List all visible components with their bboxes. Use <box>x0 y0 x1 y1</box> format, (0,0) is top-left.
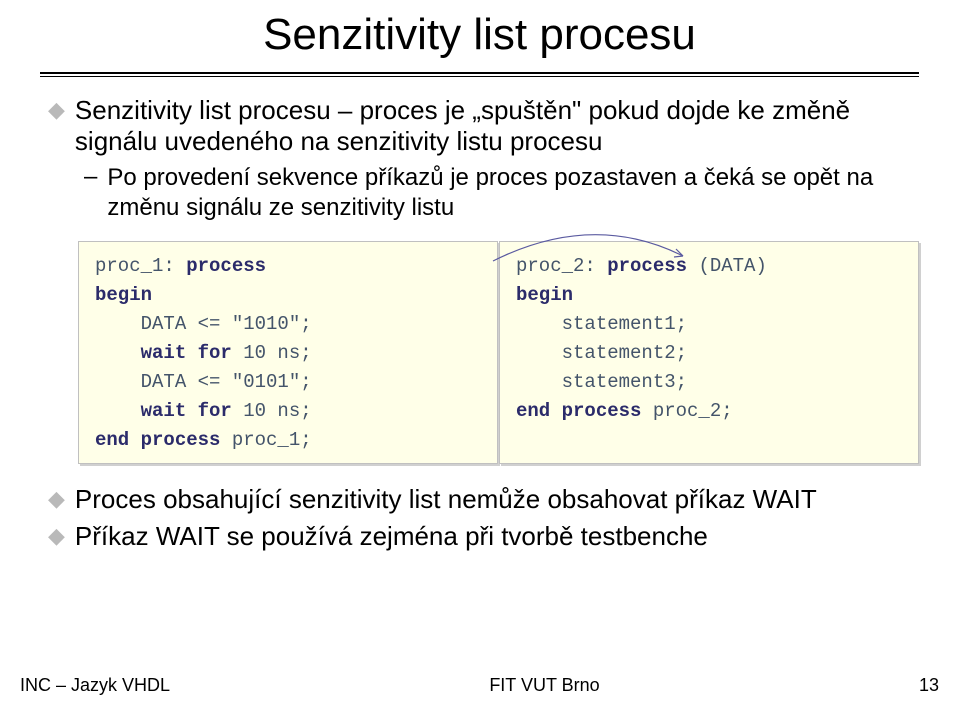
code1-l3: DATA <= "1010"; <box>95 310 481 339</box>
code-box-2: proc_2: process (DATA) begin statement1;… <box>499 241 919 464</box>
bullet-1-text: Senzitivity list procesu – proces je „sp… <box>75 95 919 157</box>
diamond-icon: ◆ <box>48 521 65 552</box>
code-box-1: proc_1: process begin DATA <= "1010"; wa… <box>78 241 498 464</box>
dash-icon: – <box>84 163 97 223</box>
code1-l6: wait for 10 ns; <box>95 397 481 426</box>
slide: Senzitivity list procesu ◆ Senzitivity l… <box>0 0 959 706</box>
code2-l3: statement1; <box>516 310 902 339</box>
code1-l2: begin <box>95 281 481 310</box>
code2-l1: proc_2: process (DATA) <box>516 252 902 281</box>
footer-center: FIT VUT Brno <box>489 675 599 696</box>
code1-l7: end process proc_1; <box>95 426 481 455</box>
bullet-1: ◆ Senzitivity list procesu – proces je „… <box>48 95 919 157</box>
footer-left: INC – Jazyk VHDL <box>20 675 170 696</box>
footer: INC – Jazyk VHDL FIT VUT Brno 13 <box>20 675 939 696</box>
title-underline <box>40 72 919 77</box>
code2-l6: end process proc_2; <box>516 397 902 426</box>
bullet-3: ◆ Příkaz WAIT se používá zejména při tvo… <box>48 521 919 552</box>
diamond-icon: ◆ <box>48 95 65 157</box>
code2-l2: begin <box>516 281 902 310</box>
code2-l4: statement2; <box>516 339 902 368</box>
bullet-1-sub-text: Po provedení sekvence příkazů je proces … <box>107 163 919 223</box>
bullet-2-text: Proces obsahující senzitivity list nemůž… <box>75 484 817 515</box>
code1-l1: proc_1: process <box>95 252 481 281</box>
bullet-list: ◆ Senzitivity list procesu – proces je „… <box>40 95 919 552</box>
footer-right: 13 <box>919 675 939 696</box>
code1-l5: DATA <= "0101"; <box>95 368 481 397</box>
code-row: proc_1: process begin DATA <= "1010"; wa… <box>78 241 919 464</box>
slide-title: Senzitivity list procesu <box>40 10 919 60</box>
code1-l4: wait for 10 ns; <box>95 339 481 368</box>
bullet-2: ◆ Proces obsahující senzitivity list nem… <box>48 484 919 515</box>
bullet-1-sub: – Po provedení sekvence příkazů je proce… <box>84 163 919 223</box>
code2-l5: statement3; <box>516 368 902 397</box>
diamond-icon: ◆ <box>48 484 65 515</box>
bullet-3-text: Příkaz WAIT se používá zejména při tvorb… <box>75 521 708 552</box>
